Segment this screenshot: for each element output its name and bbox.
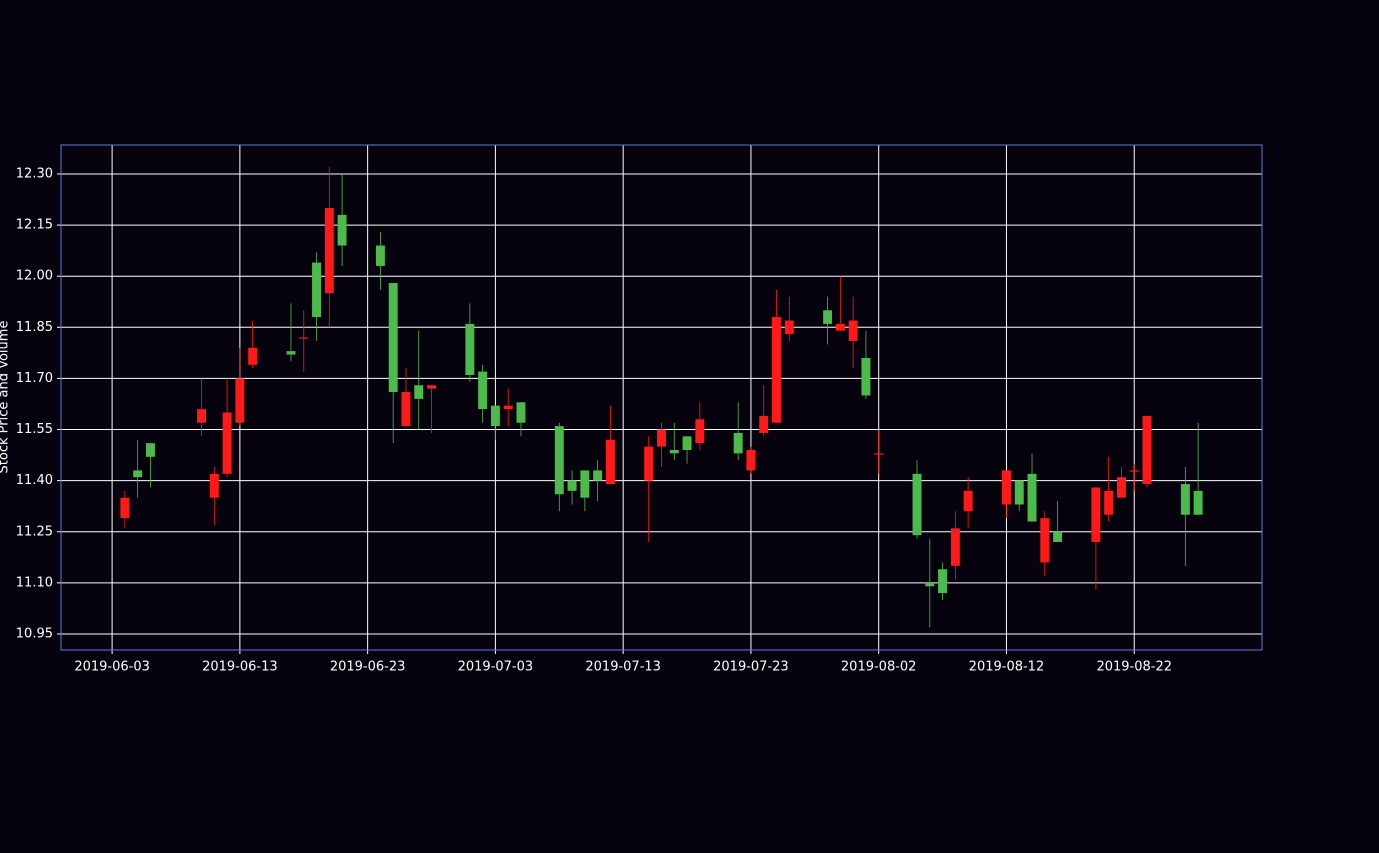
candle-body xyxy=(1040,518,1050,563)
candle-body xyxy=(759,415,769,433)
y-tick-label: 12.00 xyxy=(16,269,53,284)
candle-body xyxy=(1001,470,1011,505)
candle-body xyxy=(733,432,743,454)
candle-body xyxy=(1116,477,1126,498)
candle-body xyxy=(465,323,475,376)
candle-body xyxy=(299,337,309,339)
candle-body xyxy=(145,443,155,457)
candle-body xyxy=(478,371,488,410)
y-axis-label: Stock Price and Volume xyxy=(0,321,12,474)
x-tick-label: 2019-08-12 xyxy=(969,660,1045,675)
x-tick-label: 2019-08-02 xyxy=(841,660,917,675)
candle-body xyxy=(375,245,385,266)
candle-body xyxy=(950,528,960,566)
y-tick-label: 12.30 xyxy=(16,166,53,181)
candle-body xyxy=(222,412,232,474)
candle-body xyxy=(746,449,756,471)
candle-body xyxy=(401,392,411,427)
candle-body xyxy=(1091,487,1101,542)
candle-body xyxy=(925,582,935,587)
y-tick-label: 11.70 xyxy=(16,371,53,386)
candle-body xyxy=(490,405,500,427)
candle-body xyxy=(1053,531,1063,542)
candle-body xyxy=(567,480,577,491)
candle-body xyxy=(657,429,666,447)
candle-body xyxy=(120,497,130,519)
candle-body xyxy=(605,439,615,485)
candle-body xyxy=(593,470,603,481)
candle-body xyxy=(963,490,973,512)
candle-body xyxy=(938,569,948,594)
candle-body xyxy=(516,402,526,423)
candle-body xyxy=(1014,480,1024,505)
candle-body xyxy=(1193,490,1203,515)
x-tick-label: 2019-06-13 xyxy=(202,660,278,675)
plot-frame xyxy=(60,144,1263,651)
candle-body xyxy=(580,470,590,498)
candle-body xyxy=(1129,470,1139,472)
candle-body xyxy=(772,317,781,423)
candle-body xyxy=(1142,415,1152,485)
candle-body xyxy=(414,385,424,399)
y-tick-label: 11.25 xyxy=(16,524,53,539)
candle-body xyxy=(503,405,513,410)
y-tick-label: 11.10 xyxy=(16,575,53,590)
y-tick-label: 11.85 xyxy=(16,320,53,335)
x-tick-label: 2019-07-13 xyxy=(585,660,661,675)
candle-body xyxy=(644,446,654,481)
x-tick-label: 2019-06-23 xyxy=(330,660,406,675)
candle-body xyxy=(682,436,692,450)
x-tick-label: 2019-08-22 xyxy=(1096,660,1172,675)
y-tick-label: 11.55 xyxy=(16,422,53,437)
candle-body xyxy=(235,378,245,423)
candle-body xyxy=(669,449,679,454)
candle-body xyxy=(209,473,219,498)
x-tick-label: 2019-07-23 xyxy=(713,660,789,675)
candle-body xyxy=(388,283,398,393)
x-tick-label: 2019-06-03 xyxy=(74,660,150,675)
y-tick-label: 11.40 xyxy=(16,473,53,488)
candle-body xyxy=(848,320,858,341)
candle-body xyxy=(197,409,207,423)
candle-body xyxy=(554,426,564,495)
candle-body xyxy=(286,351,296,355)
candle-body xyxy=(133,470,143,478)
candle-body xyxy=(324,208,334,294)
candle-body xyxy=(248,347,258,365)
candle-body xyxy=(874,453,884,455)
candle-body xyxy=(1027,473,1037,522)
candle-body xyxy=(427,385,436,389)
y-tick-label: 12.15 xyxy=(16,218,53,233)
candle-body xyxy=(695,419,705,444)
candle-body xyxy=(1104,490,1114,515)
candle-body xyxy=(1180,484,1190,515)
y-tick-label: 10.95 xyxy=(16,626,53,641)
candle-body xyxy=(784,320,794,335)
candle-body xyxy=(312,262,322,318)
candle-body xyxy=(861,357,871,396)
x-tick-label: 2019-07-03 xyxy=(458,660,534,675)
candle-body xyxy=(337,214,347,246)
candle-body xyxy=(835,323,845,331)
candle-body xyxy=(823,310,833,324)
candle-body xyxy=(912,473,922,536)
